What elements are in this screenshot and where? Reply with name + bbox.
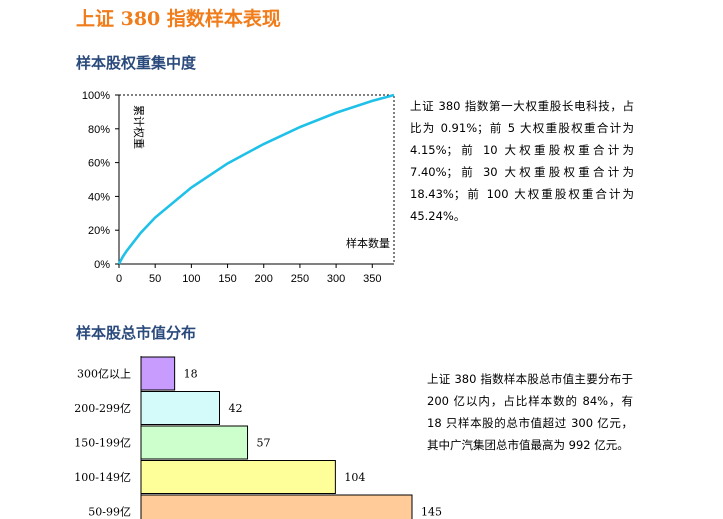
y-tick-label: 0% (94, 259, 110, 271)
bar-value-label: 18 (184, 368, 198, 381)
x-tick-label: 300 (327, 273, 345, 285)
page-title: 上证 380 指数样本表现 (76, 8, 281, 30)
y-tick-label: 40% (88, 191, 110, 203)
weight-concentration-text: 上证 380 指数第一大权重股长电科技，占比为 0.91%；前 5 大权重股权重… (410, 99, 634, 223)
bar-category-label: 50-99亿 (88, 506, 131, 519)
bar-category-label: 200-299亿 (74, 402, 131, 415)
bar (140, 425, 249, 460)
bar (140, 460, 336, 494)
x-tick-label: 50 (149, 273, 161, 285)
bar-value-label: 145 (421, 506, 442, 519)
x-tick-label: 350 (363, 273, 381, 285)
bar-value-label: 57 (257, 437, 271, 450)
bar (140, 494, 413, 519)
bar-value-label: 104 (344, 471, 365, 484)
y-tick-label: 100% (82, 90, 110, 102)
bar-category-label: 300亿以上 (77, 368, 131, 381)
x-tick-label: 0 (116, 273, 122, 285)
weight-concentration-chart: 0% 20% 40% 60% 80% 100% 0 50 100 150 200 250 300 350… (82, 90, 395, 285)
x-axis-label: 样本数量 (346, 236, 390, 250)
y-tick-label: 20% (88, 225, 110, 237)
market-cap-text: 上证 380 指数样本股总市值主要分布于 200 亿以内，占比样本数的 84%，… (427, 372, 633, 452)
y-tick-label: 60% (88, 158, 110, 170)
series-line (117, 93, 395, 265)
x-tick-label: 150 (218, 273, 236, 285)
bar-category-label: 150-199亿 (74, 437, 131, 450)
bar-category-label: 100-149亿 (74, 471, 131, 484)
x-tick-label: 100 (182, 273, 200, 285)
bar (140, 356, 176, 391)
bar (140, 391, 220, 425)
bar-value-label: 42 (228, 402, 242, 415)
section-title-weight-concentration: 样本股权重集中度 (76, 54, 197, 72)
y-axis-label: 累计权重 (132, 105, 146, 149)
x-tick-label: 200 (255, 273, 273, 285)
section-title-market-cap-distribution: 样本股总市值分布 (76, 324, 197, 342)
market-cap-bar-chart: 300亿以上 18 200-299亿 42 150-199亿 57 100-149亿 104 5… (74, 356, 442, 519)
x-tick-label: 250 (291, 273, 309, 285)
y-tick-label: 80% (88, 124, 110, 136)
